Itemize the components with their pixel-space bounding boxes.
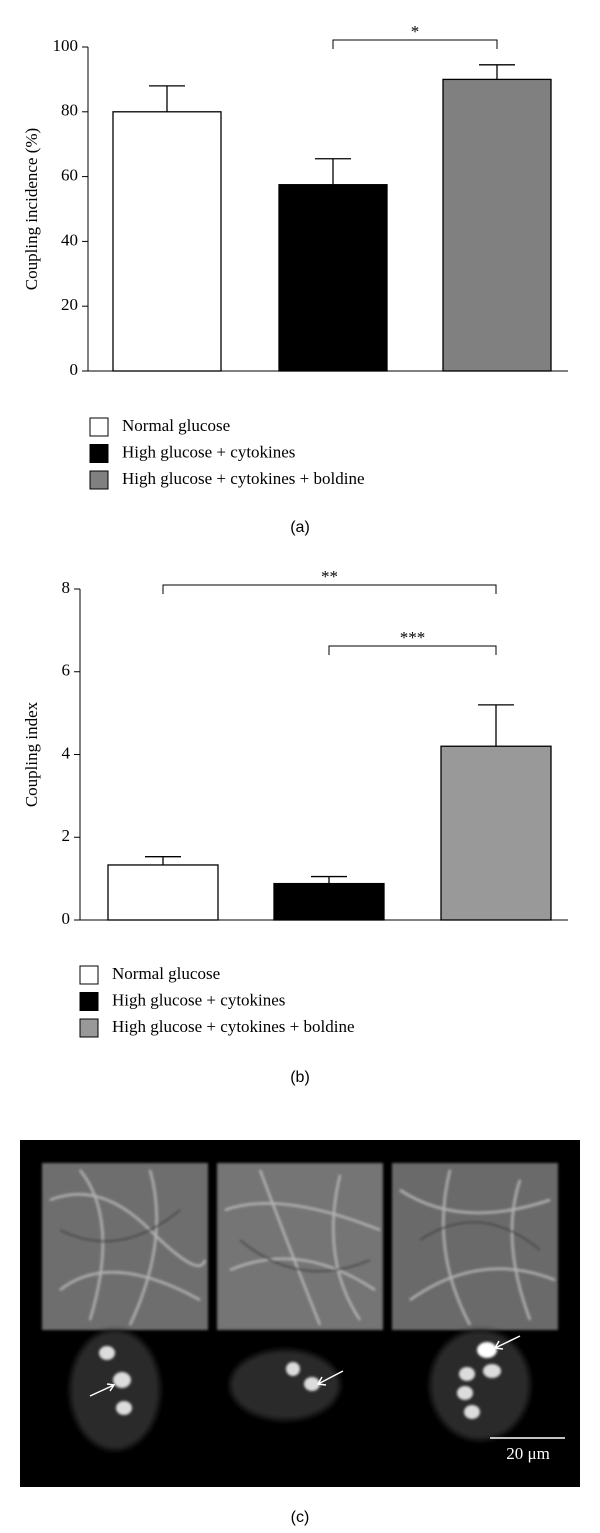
bar xyxy=(440,745,552,921)
bar xyxy=(112,111,222,372)
legend-swatch xyxy=(89,444,109,463)
y-tick-label: 0 xyxy=(62,909,71,928)
bar xyxy=(107,864,219,921)
significance-label: *** xyxy=(400,628,426,647)
legend-label: Normal glucose xyxy=(112,964,220,983)
y-tick-label: 100 xyxy=(53,36,79,55)
y-tick-label: 20 xyxy=(61,295,78,314)
legend-label: High glucose + cytokines xyxy=(112,990,285,1009)
micrograph: 20 μm xyxy=(20,1140,580,1487)
panel-caption: (b) xyxy=(290,1069,310,1086)
bar xyxy=(442,78,552,372)
y-tick-label: 4 xyxy=(62,743,71,762)
legend-swatch xyxy=(79,1018,99,1038)
legend-label: High glucose + cytokines xyxy=(122,442,295,461)
y-axis-label: Coupling index xyxy=(22,701,41,807)
significance-label: ** xyxy=(321,567,338,586)
legend-swatch xyxy=(79,992,99,1011)
y-tick-label: 40 xyxy=(61,230,78,249)
bar xyxy=(278,184,388,372)
y-tick-label: 0 xyxy=(70,360,79,379)
bar xyxy=(273,882,385,921)
y-tick-label: 60 xyxy=(61,166,78,185)
panel-caption: (a) xyxy=(290,519,310,536)
y-axis-label: Coupling incidence (%) xyxy=(22,128,41,290)
y-tick-label: 6 xyxy=(62,661,71,680)
legend-swatch xyxy=(89,417,109,437)
legend-label: High glucose + cytokines + boldine xyxy=(122,469,365,488)
y-tick-label: 8 xyxy=(62,578,71,597)
panel-caption: (c) xyxy=(291,1509,310,1526)
significance-bracket xyxy=(328,645,497,655)
legend-swatch xyxy=(79,965,99,985)
significance-bracket xyxy=(162,584,497,594)
legend-swatch xyxy=(89,470,109,490)
y-tick-label: 2 xyxy=(62,826,71,845)
legend-label: Normal glucose xyxy=(122,416,230,435)
scale-bar-label: 20 μm xyxy=(506,1444,550,1463)
significance-bracket xyxy=(332,39,498,49)
y-tick-label: 80 xyxy=(61,101,78,120)
legend-label: High glucose + cytokines + boldine xyxy=(112,1017,355,1036)
significance-label: * xyxy=(411,22,420,41)
